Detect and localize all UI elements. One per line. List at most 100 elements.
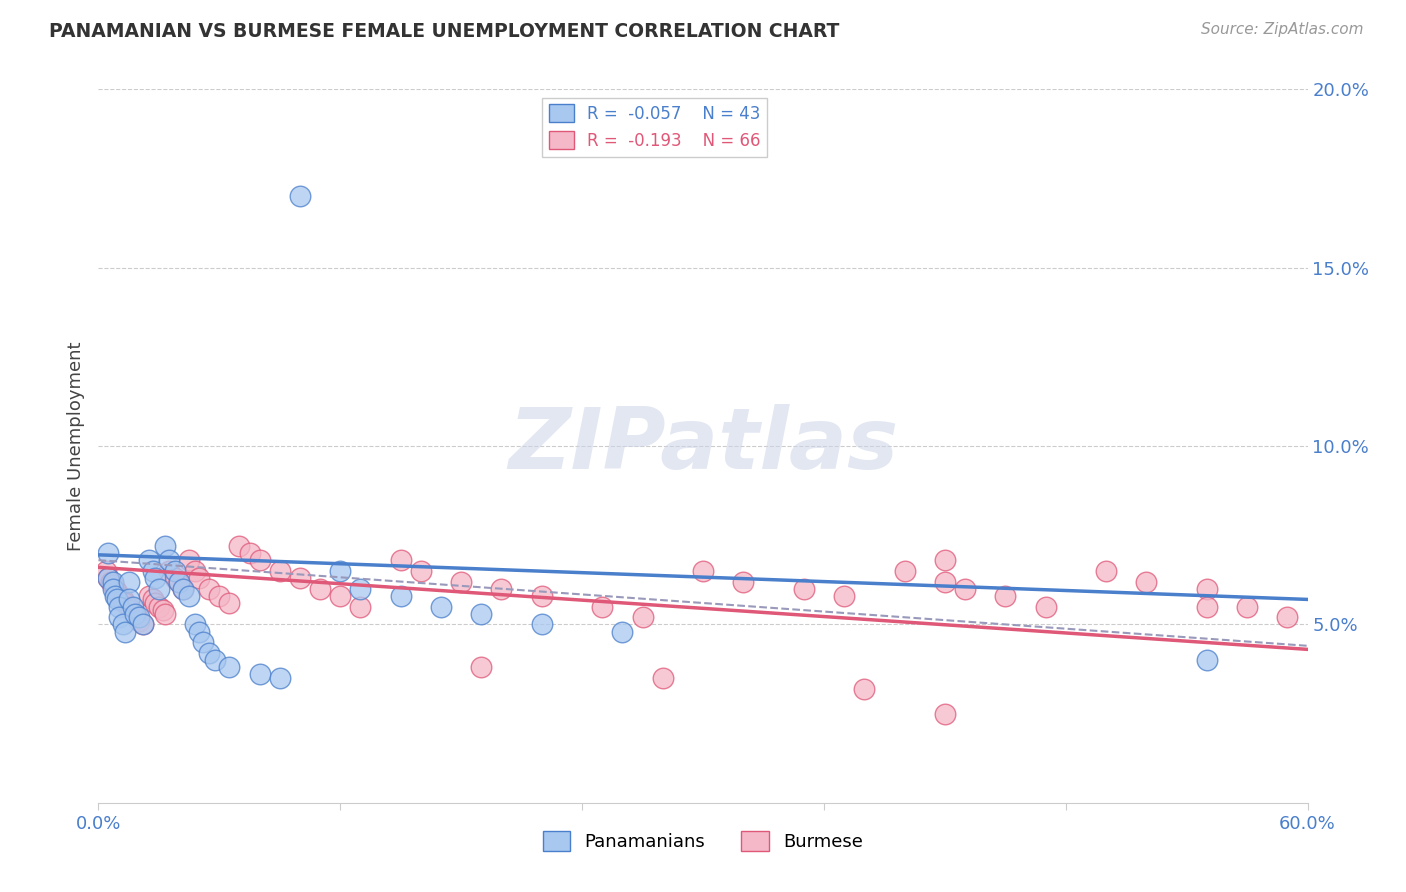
Point — [96, 564, 118, 578]
Point — [167, 574, 190, 589]
Point — [101, 578, 124, 592]
Point — [142, 564, 165, 578]
Point — [118, 592, 141, 607]
Point — [114, 624, 136, 639]
Point — [97, 546, 120, 560]
Point — [125, 610, 148, 624]
Point — [107, 589, 129, 603]
Point — [1277, 610, 1299, 624]
Point — [179, 553, 201, 567]
Point — [651, 671, 673, 685]
Point — [953, 582, 976, 596]
Point — [288, 571, 311, 585]
Point — [239, 546, 262, 560]
Point — [163, 564, 186, 578]
Point — [188, 624, 211, 639]
Point — [128, 614, 150, 628]
Point — [612, 624, 634, 639]
Point — [832, 589, 855, 603]
Point — [138, 589, 160, 603]
Point — [349, 582, 371, 596]
Text: Source: ZipAtlas.com: Source: ZipAtlas.com — [1201, 22, 1364, 37]
Point — [179, 589, 201, 603]
Point — [631, 610, 654, 624]
Point — [218, 596, 240, 610]
Point — [138, 553, 160, 567]
Point — [128, 610, 150, 624]
Point — [157, 553, 180, 567]
Text: ZIPatlas: ZIPatlas — [508, 404, 898, 488]
Point — [148, 599, 170, 614]
Point — [124, 607, 146, 621]
Point — [118, 599, 141, 614]
Point — [309, 582, 332, 596]
Point — [97, 571, 120, 585]
Text: PANAMANIAN VS BURMESE FEMALE UNEMPLOYMENT CORRELATION CHART: PANAMANIAN VS BURMESE FEMALE UNEMPLOYMEN… — [49, 22, 839, 41]
Point — [249, 667, 271, 681]
Point — [470, 660, 492, 674]
Point — [269, 564, 291, 578]
Point — [1195, 599, 1218, 614]
Point — [163, 571, 186, 585]
Point — [148, 582, 170, 596]
Point — [470, 607, 492, 621]
Point — [152, 603, 174, 617]
Point — [184, 564, 207, 578]
Point — [107, 599, 129, 614]
Point — [692, 564, 714, 578]
Point — [1236, 599, 1258, 614]
Point — [1035, 599, 1057, 614]
Point — [193, 635, 215, 649]
Point — [1195, 582, 1218, 596]
Point — [105, 592, 128, 607]
Point — [101, 574, 124, 589]
Point — [1135, 574, 1157, 589]
Point — [153, 539, 176, 553]
Point — [853, 681, 876, 696]
Point — [329, 564, 352, 578]
Point — [994, 589, 1017, 603]
Point — [198, 582, 221, 596]
Point — [530, 617, 553, 632]
Point — [389, 589, 412, 603]
Point — [132, 617, 155, 632]
Point — [591, 599, 613, 614]
Point — [111, 617, 134, 632]
Point — [1195, 653, 1218, 667]
Point — [103, 589, 125, 603]
Point — [118, 574, 141, 589]
Point — [218, 660, 240, 674]
Point — [530, 589, 553, 603]
Point — [269, 671, 291, 685]
Point — [167, 574, 190, 589]
Point — [934, 574, 956, 589]
Point — [121, 599, 143, 614]
Point — [733, 574, 755, 589]
Point — [103, 582, 125, 596]
Point — [349, 599, 371, 614]
Point — [491, 582, 513, 596]
Point — [124, 607, 146, 621]
Point — [97, 571, 120, 585]
Point — [153, 607, 176, 621]
Point — [934, 553, 956, 567]
Point — [100, 574, 122, 589]
Point — [184, 617, 207, 632]
Point — [389, 553, 412, 567]
Point — [142, 592, 165, 607]
Point — [793, 582, 815, 596]
Point — [157, 564, 180, 578]
Point — [114, 596, 136, 610]
Point — [228, 539, 250, 553]
Point — [188, 571, 211, 585]
Point — [409, 564, 432, 578]
Point — [143, 596, 166, 610]
Point — [198, 646, 221, 660]
Point — [172, 582, 194, 596]
Point — [105, 585, 128, 599]
Point — [208, 589, 231, 603]
Point — [111, 592, 134, 607]
Point — [107, 610, 129, 624]
Point — [132, 617, 155, 632]
Point — [288, 189, 311, 203]
